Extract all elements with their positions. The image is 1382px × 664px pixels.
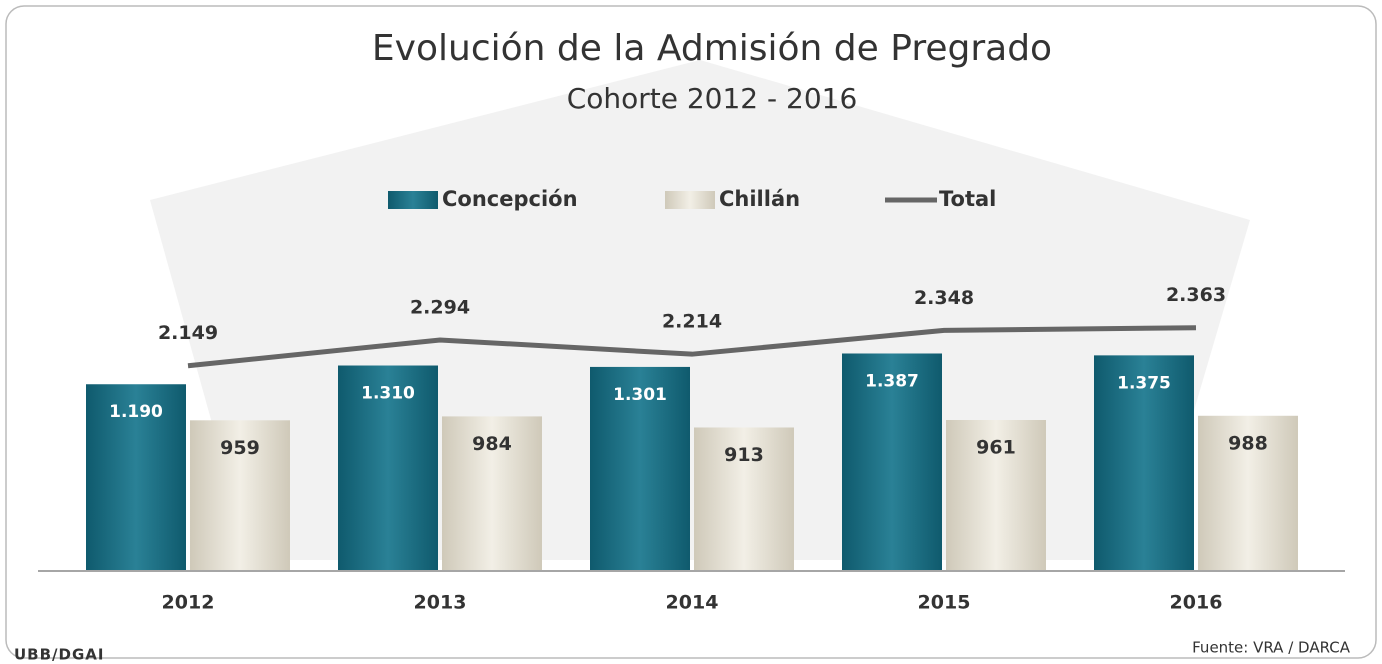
data-label: 984 xyxy=(472,433,512,455)
x-tick-label: 2013 xyxy=(414,592,467,614)
bar xyxy=(338,365,438,570)
legend-swatch xyxy=(388,191,438,209)
data-label: 1.375 xyxy=(1117,373,1171,393)
bar xyxy=(86,384,186,570)
data-label: 2.214 xyxy=(662,311,722,333)
bar xyxy=(1094,355,1194,570)
bar xyxy=(1198,415,1298,570)
data-label: 913 xyxy=(724,444,764,466)
bar xyxy=(694,427,794,570)
bar xyxy=(190,420,290,570)
data-label: 2.348 xyxy=(914,287,974,309)
x-tick-label: 2014 xyxy=(666,592,719,614)
bar xyxy=(442,416,542,570)
bar xyxy=(946,419,1046,570)
data-label: 1.387 xyxy=(865,371,919,391)
data-label: 2.149 xyxy=(158,322,218,344)
data-label: 959 xyxy=(220,437,260,459)
source: Fuente: VRA / DARCA xyxy=(1192,639,1351,657)
data-label: 2.294 xyxy=(410,296,470,318)
legend-label: Concepción xyxy=(442,187,578,211)
bar xyxy=(842,353,942,570)
data-label: 1.190 xyxy=(109,402,163,422)
data-label: 1.310 xyxy=(361,384,415,404)
data-label: 1.301 xyxy=(613,385,667,405)
x-tick-label: 2015 xyxy=(918,592,971,614)
legend-label: Total xyxy=(939,187,996,211)
data-label: 961 xyxy=(976,436,1016,458)
data-label: 988 xyxy=(1228,432,1268,454)
chart-title: Evolución de la Admisión de Pregrado xyxy=(372,28,1052,69)
x-tick-label: 2012 xyxy=(162,592,215,614)
bar xyxy=(590,366,690,570)
x-tick-label: 2016 xyxy=(1170,592,1223,614)
data-label: 2.363 xyxy=(1166,284,1226,306)
chart-subtitle: Cohorte 2012 - 2016 xyxy=(567,82,858,115)
footer: UBB/DGAI xyxy=(14,646,104,664)
legend-swatch xyxy=(665,191,715,209)
legend-label: Chillán xyxy=(719,187,800,211)
line xyxy=(187,325,1197,369)
